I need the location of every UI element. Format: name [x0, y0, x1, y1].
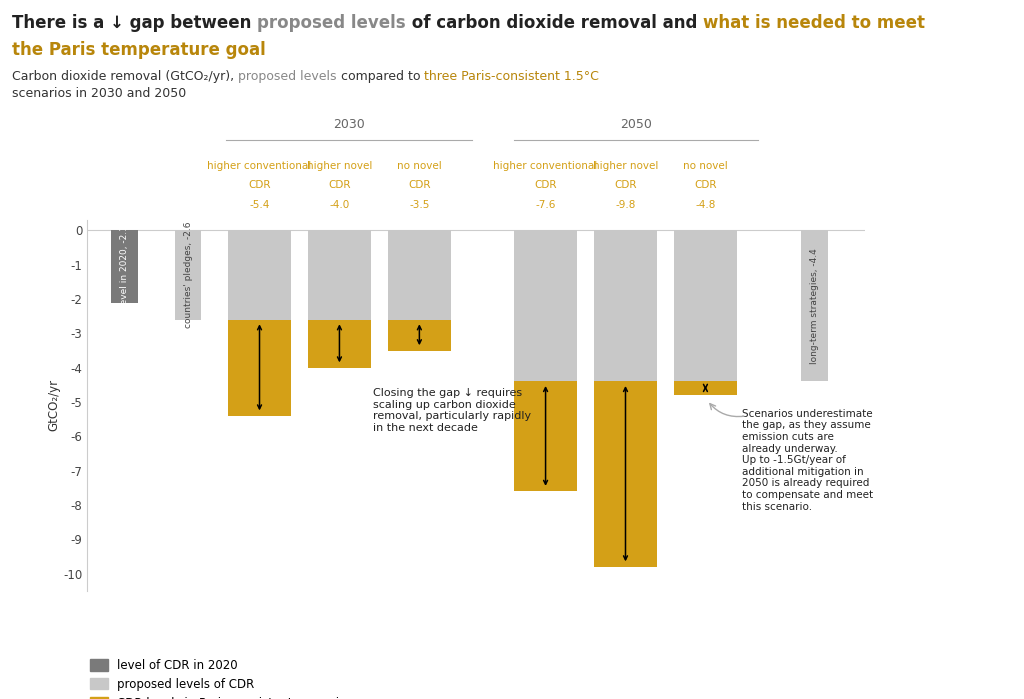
Text: CDR: CDR — [248, 180, 270, 190]
Text: -7.6: -7.6 — [536, 200, 556, 210]
Text: Scenarios underestimate
the gap, as they assume
emission cuts are
already underw: Scenarios underestimate the gap, as they… — [741, 409, 872, 512]
Bar — [514, 231, 578, 382]
Text: Carbon dioxide removal (GtCO₂/yr),: Carbon dioxide removal (GtCO₂/yr), — [12, 70, 239, 83]
Text: compared to: compared to — [337, 70, 424, 83]
Text: CDR: CDR — [614, 180, 637, 190]
Text: -5.4: -5.4 — [249, 200, 269, 210]
Text: countries' pledges, -2.6: countries' pledges, -2.6 — [183, 222, 193, 329]
Legend: level of CDR in 2020, proposed levels of CDR, CDR levels in Paris-consistent sce: level of CDR in 2020, proposed levels of… — [85, 654, 357, 699]
Bar — [308, 231, 371, 368]
Bar — [228, 231, 291, 416]
Bar — [594, 231, 657, 567]
Text: proposed levels: proposed levels — [257, 14, 407, 32]
Text: of carbon dioxide removal and: of carbon dioxide removal and — [407, 14, 703, 32]
Text: higher conventional: higher conventional — [208, 161, 311, 171]
Bar — [388, 231, 451, 350]
Text: three Paris-consistent 1.5°C: three Paris-consistent 1.5°C — [424, 70, 599, 83]
Text: higher novel: higher novel — [307, 161, 372, 171]
Text: the Paris temperature goal: the Paris temperature goal — [12, 41, 266, 59]
Bar — [174, 231, 202, 319]
Bar — [674, 231, 737, 382]
Text: no novel: no novel — [397, 161, 441, 171]
Text: 2030: 2030 — [333, 118, 365, 131]
Bar — [674, 231, 737, 395]
Text: scenarios in 2030 and 2050: scenarios in 2030 and 2050 — [12, 87, 186, 101]
Y-axis label: GtCO₂/yr: GtCO₂/yr — [47, 380, 60, 431]
Text: higher novel: higher novel — [593, 161, 658, 171]
Text: -9.8: -9.8 — [615, 200, 636, 210]
Text: ↓ gap between: ↓ gap between — [111, 14, 257, 32]
Text: level in 2020, -2.1: level in 2020, -2.1 — [121, 226, 129, 308]
Text: -4.0: -4.0 — [330, 200, 349, 210]
Bar — [112, 231, 138, 303]
Text: CDR: CDR — [694, 180, 717, 190]
Text: 2050: 2050 — [621, 118, 652, 131]
Text: CDR: CDR — [535, 180, 557, 190]
Text: There is a: There is a — [12, 14, 111, 32]
Bar — [228, 231, 291, 319]
Text: what is needed to meet: what is needed to meet — [703, 14, 925, 32]
Text: Closing the gap ↓ requires
scaling up carbon dioxide
removal, particularly rapid: Closing the gap ↓ requires scaling up ca… — [373, 388, 531, 433]
Text: -4.8: -4.8 — [695, 200, 716, 210]
Bar — [514, 231, 578, 491]
Text: CDR: CDR — [329, 180, 350, 190]
Bar — [802, 231, 828, 382]
Text: CDR: CDR — [409, 180, 431, 190]
Bar — [388, 231, 451, 319]
Text: proposed levels: proposed levels — [239, 70, 337, 83]
Text: -3.5: -3.5 — [410, 200, 429, 210]
Text: higher conventional: higher conventional — [494, 161, 598, 171]
Text: long-term strategies, -4.4: long-term strategies, -4.4 — [810, 248, 819, 363]
Text: no novel: no novel — [683, 161, 728, 171]
Bar — [594, 231, 657, 382]
Bar — [308, 231, 371, 319]
